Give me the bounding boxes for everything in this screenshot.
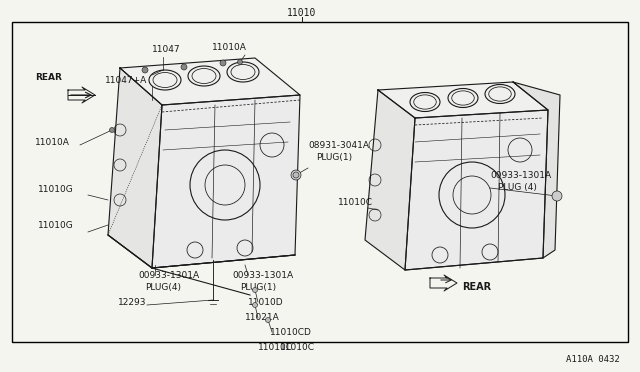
Polygon shape [378,82,548,118]
Text: 11010C: 11010C [258,343,293,352]
Circle shape [253,288,257,292]
Text: 11010D: 11010D [248,298,284,307]
Polygon shape [108,68,162,268]
Text: 11010: 11010 [287,8,317,18]
Circle shape [291,170,301,180]
Text: PLUG(1): PLUG(1) [240,283,276,292]
Text: PLUG(4): PLUG(4) [145,283,181,292]
Circle shape [142,67,148,73]
Polygon shape [152,95,300,268]
Polygon shape [120,58,300,105]
Circle shape [181,64,187,70]
Text: 00933-1301A: 00933-1301A [138,271,199,280]
Text: REAR: REAR [35,73,62,82]
Polygon shape [365,90,415,270]
Text: 11010G: 11010G [38,221,74,230]
Text: 11010C: 11010C [338,198,373,207]
Circle shape [220,60,226,66]
Text: 12293: 12293 [118,298,147,307]
Text: 00933-1301A: 00933-1301A [232,271,293,280]
Text: 11010A: 11010A [35,138,70,147]
Circle shape [266,317,271,323]
Text: 11010C: 11010C [280,343,315,352]
Polygon shape [405,110,548,270]
Text: 11010A: 11010A [212,43,247,52]
Circle shape [253,302,257,308]
Text: A110A 0432: A110A 0432 [566,356,620,365]
Text: 08931-3041A: 08931-3041A [308,141,369,150]
Text: 11047: 11047 [152,45,180,54]
Bar [159,74,166,79]
Text: REAR: REAR [462,282,491,292]
Bar [12,22,628,342]
Polygon shape [513,82,560,258]
Text: 11021A: 11021A [245,313,280,322]
Bar [149,98,155,103]
Text: 00933-1301A: 00933-1301A [490,171,551,180]
Circle shape [293,172,299,178]
Text: PLUG (4): PLUG (4) [498,183,537,192]
Text: 11010CD: 11010CD [270,328,312,337]
Text: 11047+A: 11047+A [105,76,147,85]
Circle shape [237,60,243,64]
Text: PLUG(1): PLUG(1) [316,153,352,162]
Circle shape [109,128,115,132]
Circle shape [552,191,562,201]
Text: 11010G: 11010G [38,185,74,194]
